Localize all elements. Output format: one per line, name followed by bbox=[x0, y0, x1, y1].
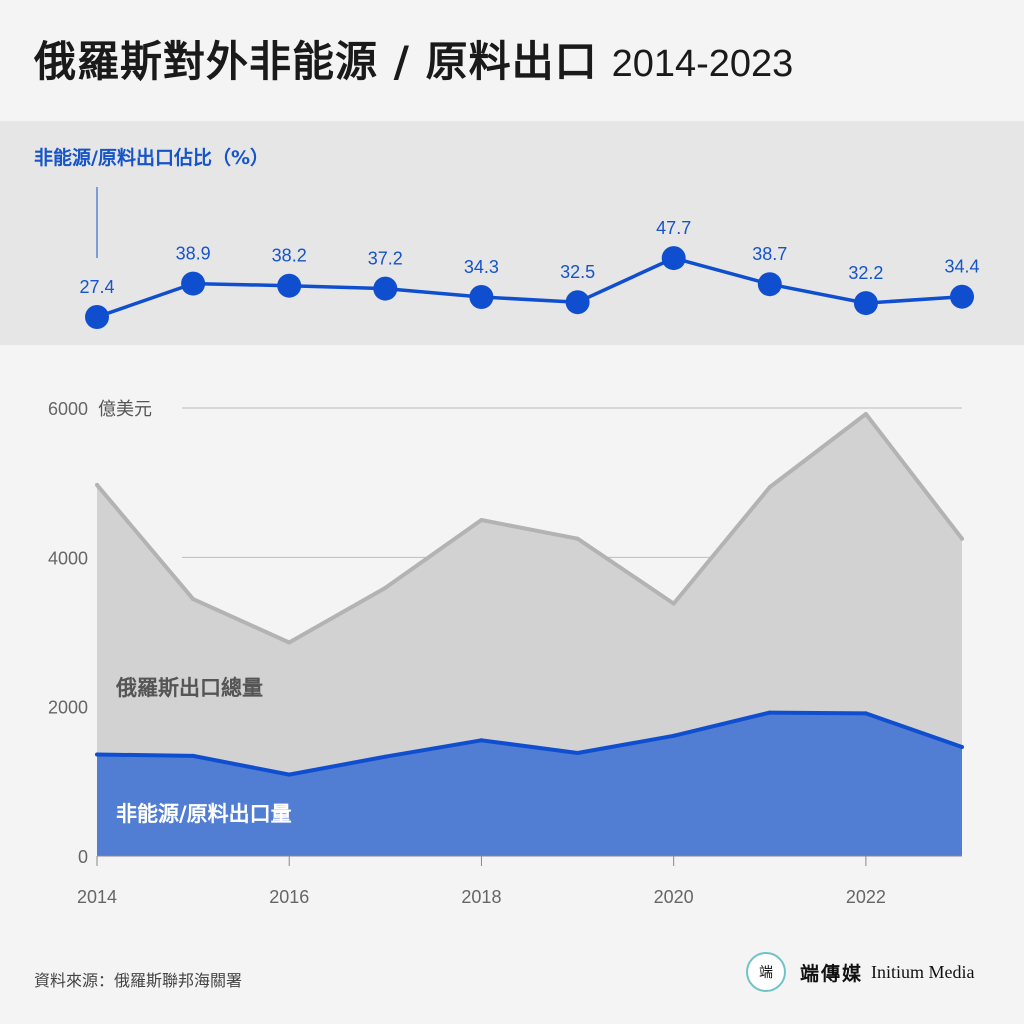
share-point-2019 bbox=[565, 290, 590, 315]
total-point-2017 bbox=[383, 585, 388, 590]
share-label-2020: 47.7 bbox=[656, 218, 691, 238]
nonenergy-point-2014 bbox=[95, 752, 99, 757]
nonenergy-point-2017 bbox=[383, 754, 388, 759]
y-tick-label-0: 0 bbox=[78, 847, 88, 867]
total-point-2016 bbox=[287, 640, 292, 645]
share-point-2018 bbox=[469, 285, 494, 309]
share-point-2014 bbox=[85, 305, 109, 329]
y-tick-label-2000: 2000 bbox=[48, 698, 88, 718]
y-tick-label-4000: 4000 bbox=[48, 548, 88, 568]
total-point-2023 bbox=[960, 536, 964, 541]
share-point-2022 bbox=[853, 291, 878, 316]
title-main: 俄羅斯對外非能源 / 原料出口 bbox=[34, 37, 598, 86]
nonenergy-export-line bbox=[96, 710, 963, 777]
total-point-2022 bbox=[863, 412, 868, 416]
share-chart-background bbox=[0, 121, 1024, 345]
brand-name-en: Initium Media bbox=[871, 961, 975, 982]
x-tick-label-2020: 2020 bbox=[654, 887, 694, 907]
share-point-2017 bbox=[373, 276, 398, 301]
nonenergy-point-2020 bbox=[671, 733, 676, 738]
brand-icon-glyph: 端 bbox=[759, 965, 773, 981]
share-label-2019: 32.5 bbox=[560, 262, 595, 282]
total-point-2021 bbox=[767, 485, 772, 490]
share-label-2014: 27.4 bbox=[79, 277, 114, 297]
total-point-2015 bbox=[191, 597, 196, 602]
share-label-2015: 38.9 bbox=[176, 244, 211, 264]
share-point-2015 bbox=[181, 271, 206, 296]
share-point-2021 bbox=[757, 272, 782, 297]
title-years: 2014-2023 bbox=[611, 43, 794, 85]
share-label-2018: 34.3 bbox=[464, 257, 499, 277]
nonenergy-point-2023 bbox=[960, 745, 964, 749]
share-point-2023 bbox=[950, 284, 974, 309]
share-point-2020 bbox=[661, 246, 686, 271]
share-label-2016: 38.2 bbox=[272, 246, 307, 266]
total-point-2020 bbox=[671, 601, 676, 606]
x-tick-label-2014: 2014 bbox=[77, 887, 117, 907]
brand-icon: 端 bbox=[746, 952, 786, 992]
brand-name-cn: 端傳媒 bbox=[800, 962, 864, 985]
nonenergy-point-2018 bbox=[479, 738, 484, 743]
total-point-2018 bbox=[479, 518, 484, 522]
total-point-2014 bbox=[95, 482, 99, 487]
share-label-2022: 32.2 bbox=[848, 263, 883, 283]
nonenergy-point-2019 bbox=[575, 751, 580, 755]
nonenergy-point-2015 bbox=[191, 753, 196, 758]
nonenergy-export-area bbox=[97, 712, 962, 856]
share-label-2023: 34.4 bbox=[944, 257, 979, 277]
share-label-2021: 38.7 bbox=[752, 244, 787, 264]
y-unit-label: 億美元 bbox=[98, 399, 152, 420]
nonenergy-point-2022 bbox=[863, 711, 868, 716]
share-point-2016 bbox=[277, 273, 302, 298]
brand-logo: 端 端傳媒 Initium Media bbox=[746, 950, 975, 994]
page-title: 俄羅斯對外非能源 / 原料出口 2014-2023 bbox=[34, 28, 793, 89]
share-series-line bbox=[96, 256, 963, 319]
series-label-nonenergy: 非能源/原料出口量 bbox=[116, 802, 292, 826]
source-note: 資料來源：俄羅斯聯邦海關署 bbox=[34, 971, 243, 990]
nonenergy-point-2016 bbox=[287, 772, 292, 777]
share-chart-label: 非能源/原料出口佔比（%） bbox=[34, 147, 269, 169]
x-tick-label-2016: 2016 bbox=[269, 887, 309, 907]
share-label-2017: 37.2 bbox=[368, 249, 403, 269]
y-tick-label-6000: 6000 bbox=[48, 399, 88, 419]
total-export-line bbox=[95, 412, 964, 645]
x-tick-label-2022: 2022 bbox=[846, 887, 886, 907]
nonenergy-point-2021 bbox=[767, 710, 772, 715]
total-point-2019 bbox=[575, 536, 580, 541]
x-tick-label-2018: 2018 bbox=[461, 887, 501, 907]
series-label-total: 俄羅斯出口總量 bbox=[115, 676, 263, 700]
